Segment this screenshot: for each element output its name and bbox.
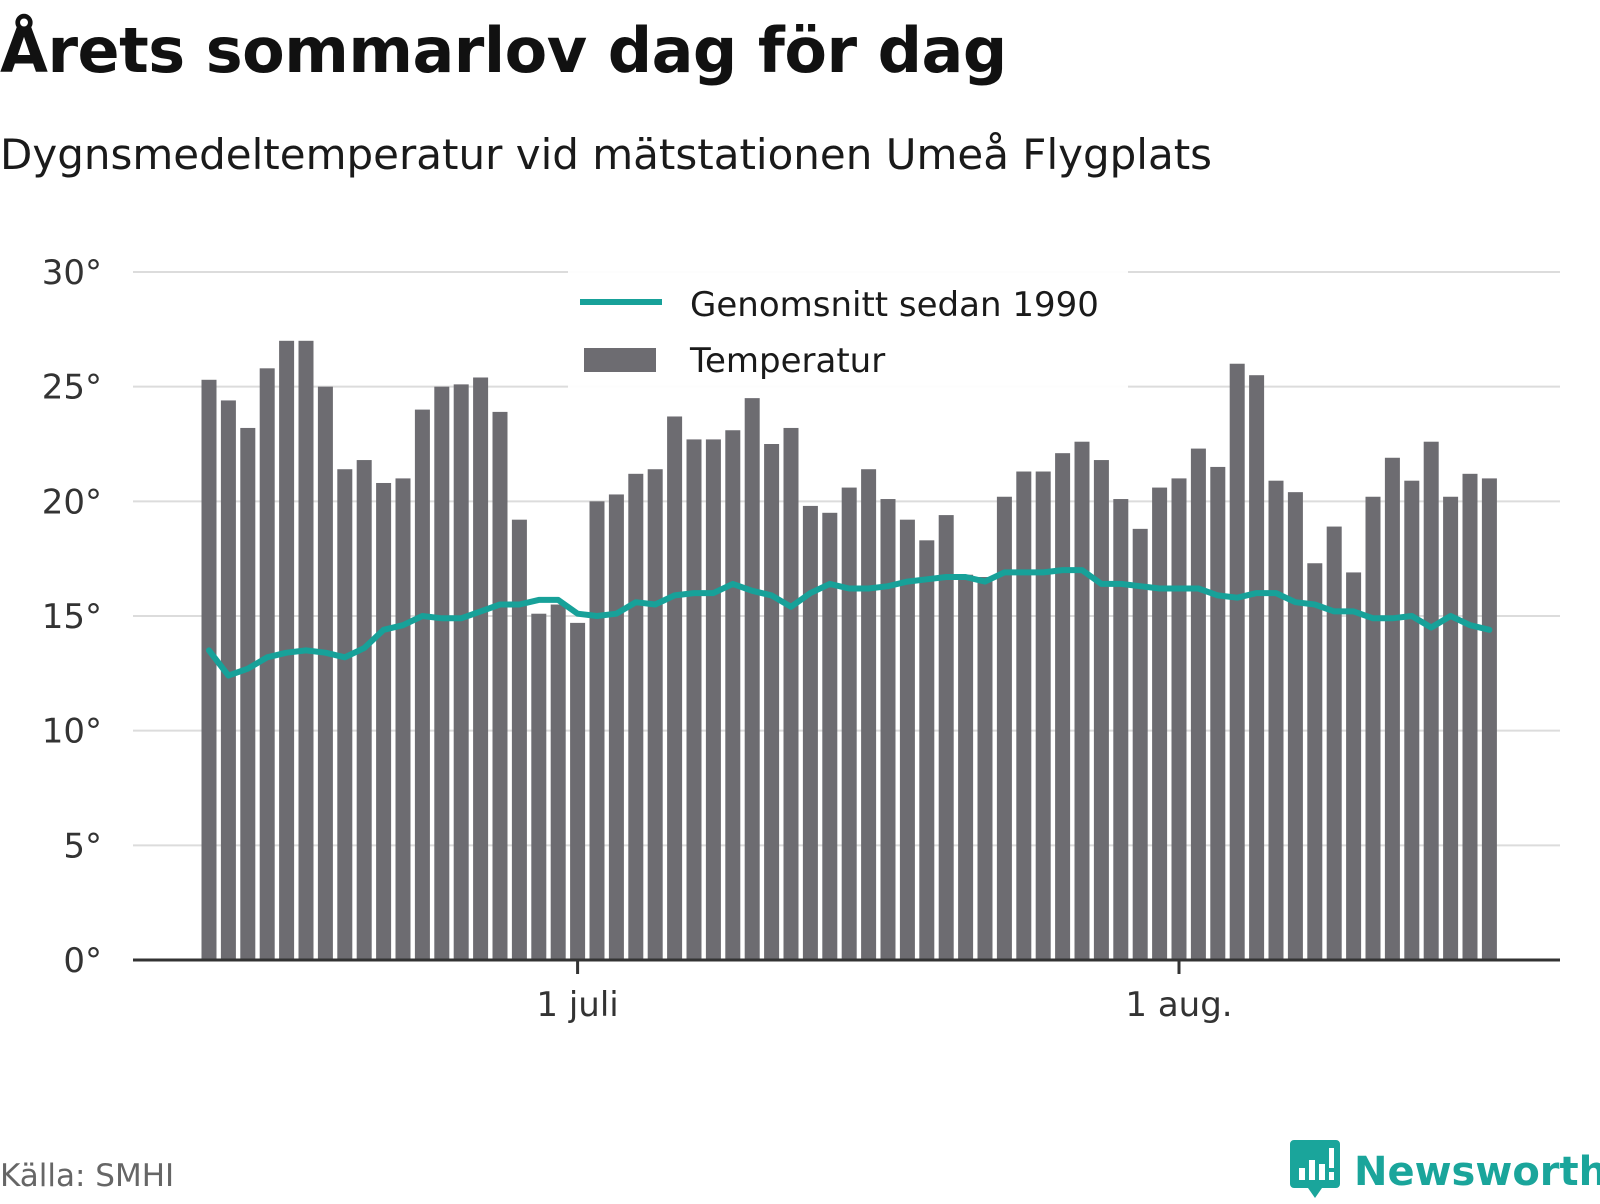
temperature-bar (1229, 363, 1245, 960)
temperature-bar (919, 540, 935, 960)
temperature-bar (453, 384, 469, 961)
temperature-bar (356, 460, 372, 960)
y-tick-label: 15° (42, 597, 102, 637)
temperature-bar (744, 398, 760, 961)
temperature-bar (511, 519, 527, 960)
y-tick-label: 5° (63, 826, 102, 866)
page-subtitle: Dygnsmedeltemperatur vid mätstationen Um… (0, 130, 1213, 179)
legend-background (568, 268, 1128, 388)
temperature-bar (1171, 478, 1187, 960)
temperature-bar (570, 622, 586, 960)
line-layer (206, 567, 1493, 679)
temperature-bar (473, 377, 489, 960)
temperature-bar (1384, 457, 1400, 960)
temperature-bar (1055, 453, 1071, 960)
temperature-bar (899, 519, 915, 960)
temperature-bar (376, 482, 392, 960)
average-line (206, 567, 1493, 679)
temperature-bar (880, 499, 896, 960)
temperature-bar (667, 416, 683, 961)
temperature-bar (1016, 471, 1032, 960)
temperature-bar (201, 379, 217, 961)
y-tick-label: 10° (42, 712, 102, 752)
temperature-bar (705, 439, 721, 960)
temperature-bar (317, 386, 333, 961)
y-tick-label: 20° (42, 482, 102, 522)
temperature-bar (1113, 499, 1129, 960)
legend: Genomsnitt sedan 1990 Temperatur (568, 268, 1128, 388)
temperature-bar (337, 469, 353, 960)
axis-layer: 1 juli 1 aug. (133, 958, 1560, 1025)
x-tick-label: 1 juli (536, 985, 618, 1025)
temperature-bar (1210, 466, 1226, 960)
temperature-bar (259, 368, 275, 960)
temperature-bar (434, 386, 450, 961)
temperature-bar (1481, 478, 1497, 960)
temperature-bar (492, 411, 508, 961)
temperature-bar (996, 496, 1012, 960)
temperature-bar (1287, 492, 1303, 960)
temperature-bar (628, 473, 644, 960)
temperature-bar (531, 613, 547, 960)
temperature-bar (686, 439, 702, 960)
temperature-bar (1307, 563, 1323, 960)
temperature-bar (589, 501, 605, 960)
temperature-bar (1074, 441, 1090, 960)
temperature-bar (1190, 448, 1206, 960)
bar-layer (201, 340, 1497, 961)
temperature-bar (1462, 473, 1478, 960)
temperature-bar (1423, 441, 1439, 960)
temperature-bar (1035, 471, 1051, 960)
temperature-bar (1152, 487, 1168, 960)
temperature-bar (395, 478, 411, 960)
y-tick-label: 25° (42, 368, 102, 408)
brand-name: Newsworthy (1354, 1149, 1600, 1195)
temperature-bar (1268, 480, 1284, 960)
temperature-bar (1132, 528, 1148, 960)
temperature-bar (958, 574, 974, 960)
temperature-bar (1365, 496, 1381, 960)
temperature-bar (240, 427, 256, 960)
page-title: Årets sommarlov dag för dag (0, 14, 1007, 87)
temperature-bar (550, 604, 566, 960)
source-note: Källa: SMHI (0, 1158, 175, 1194)
temperature-bar (764, 444, 780, 960)
temperature-bar (608, 494, 624, 960)
y-tick-label: 0° (63, 941, 102, 981)
temperature-bar (725, 430, 741, 960)
brand: Newsworthy (1290, 1140, 1600, 1204)
temperature-bar (414, 409, 430, 961)
temperature-bar (1404, 480, 1420, 960)
temperature-bar (938, 515, 954, 960)
temperature-bar (841, 487, 857, 960)
bar-chart-speech-bubble-icon (1290, 1140, 1340, 1204)
temperature-bar (861, 469, 877, 960)
legend-bar-label: Temperatur (689, 341, 885, 381)
temperature-bar (220, 400, 236, 961)
temperature-bar (977, 577, 993, 960)
temperature-bar (802, 505, 818, 960)
temperature-bar (1249, 375, 1265, 960)
temperature-bar (647, 469, 663, 960)
y-tick-label: 30° (42, 253, 102, 293)
x-tick-label: 1 aug. (1125, 985, 1232, 1025)
temperature-bar (822, 512, 838, 960)
temperature-bar (1326, 526, 1342, 960)
temperature-bar (1346, 572, 1362, 960)
temperature-bar (783, 427, 799, 960)
legend-bar-swatch (584, 348, 656, 372)
legend-line-label: Genomsnitt sedan 1990 (690, 285, 1099, 325)
temperature-bar (1093, 460, 1109, 960)
temperature-bar (1443, 496, 1459, 960)
